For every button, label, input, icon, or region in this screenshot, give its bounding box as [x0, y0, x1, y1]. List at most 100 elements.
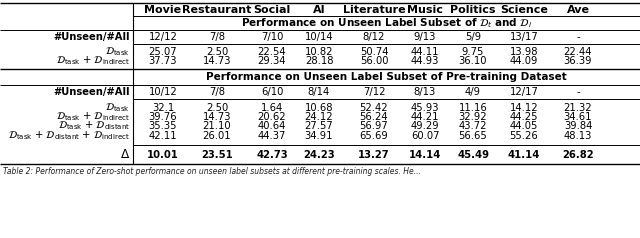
- Text: 10/12: 10/12: [148, 87, 177, 97]
- Text: 28.18: 28.18: [305, 56, 333, 66]
- Text: Performance on Unseen Label Subset of Pre-training Dataset: Performance on Unseen Label Subset of Pr…: [206, 72, 567, 82]
- Text: 26.01: 26.01: [203, 131, 231, 141]
- Text: 23.51: 23.51: [201, 150, 233, 160]
- Text: 14.12: 14.12: [509, 103, 538, 113]
- Text: 6/10: 6/10: [261, 87, 283, 97]
- Text: #Unseen/#All: #Unseen/#All: [54, 32, 130, 42]
- Text: 8/14: 8/14: [308, 87, 330, 97]
- Text: 44.25: 44.25: [509, 112, 538, 122]
- Text: 32.1: 32.1: [152, 103, 174, 113]
- Text: 35.35: 35.35: [148, 121, 177, 131]
- Text: Restaurant: Restaurant: [182, 5, 252, 15]
- Text: 14.14: 14.14: [409, 150, 441, 160]
- Text: 44.21: 44.21: [411, 112, 439, 122]
- Text: 44.37: 44.37: [258, 131, 286, 141]
- Text: 10.68: 10.68: [305, 103, 333, 113]
- Text: 7/12: 7/12: [363, 87, 385, 97]
- Text: 21.10: 21.10: [203, 121, 231, 131]
- Text: Movie: Movie: [145, 5, 182, 15]
- Text: Literature: Literature: [342, 5, 405, 15]
- Text: Social: Social: [253, 5, 291, 15]
- Text: $\mathcal{D}_{\mathrm{task}}$: $\mathcal{D}_{\mathrm{task}}$: [105, 102, 130, 114]
- Text: 20.62: 20.62: [258, 112, 286, 122]
- Text: 2.50: 2.50: [206, 47, 228, 57]
- Text: 13/17: 13/17: [509, 32, 538, 42]
- Text: 44.05: 44.05: [510, 121, 538, 131]
- Text: 41.14: 41.14: [508, 150, 540, 160]
- Text: Music: Music: [407, 5, 443, 15]
- Text: 12/12: 12/12: [148, 32, 177, 42]
- Text: 14.73: 14.73: [203, 56, 231, 66]
- Text: $\Delta$: $\Delta$: [120, 149, 130, 162]
- Text: 12/17: 12/17: [509, 87, 538, 97]
- Text: #Unseen/#All: #Unseen/#All: [54, 87, 130, 97]
- Text: 60.07: 60.07: [411, 131, 439, 141]
- Text: 65.69: 65.69: [360, 131, 388, 141]
- Text: 34.61: 34.61: [564, 112, 592, 122]
- Text: 44.09: 44.09: [510, 56, 538, 66]
- Text: 7/8: 7/8: [209, 87, 225, 97]
- Text: -: -: [576, 87, 580, 97]
- Text: 56.24: 56.24: [360, 112, 388, 122]
- Text: 29.34: 29.34: [258, 56, 286, 66]
- Text: $\mathcal{D}_{\mathrm{task}}$ + $\mathcal{D}_{\mathrm{distant}}$: $\mathcal{D}_{\mathrm{task}}$ + $\mathca…: [58, 120, 130, 132]
- Text: 52.42: 52.42: [360, 103, 388, 113]
- Text: $\mathcal{D}_{\mathrm{task}}$ + $\mathcal{D}_{\mathrm{distant}}$ + $\mathcal{D}_: $\mathcal{D}_{\mathrm{task}}$ + $\mathca…: [8, 130, 130, 142]
- Text: 42.73: 42.73: [256, 150, 288, 160]
- Text: 36.10: 36.10: [459, 56, 487, 66]
- Text: $\mathcal{D}_{\mathrm{task}}$: $\mathcal{D}_{\mathrm{task}}$: [105, 46, 130, 58]
- Text: AI: AI: [313, 5, 325, 15]
- Text: 44.11: 44.11: [411, 47, 439, 57]
- Text: Politics: Politics: [451, 5, 496, 15]
- Text: 10/14: 10/14: [305, 32, 333, 42]
- Text: 55.26: 55.26: [509, 131, 538, 141]
- Text: 7/10: 7/10: [261, 32, 283, 42]
- Text: 8/13: 8/13: [414, 87, 436, 97]
- Text: 39.84: 39.84: [564, 121, 592, 131]
- Text: 10.82: 10.82: [305, 47, 333, 57]
- Text: 26.82: 26.82: [562, 150, 594, 160]
- Text: 56.65: 56.65: [459, 131, 488, 141]
- Text: 49.29: 49.29: [411, 121, 439, 131]
- Text: 44.93: 44.93: [411, 56, 439, 66]
- Text: 8/12: 8/12: [363, 32, 385, 42]
- Text: Science: Science: [500, 5, 548, 15]
- Text: 7/8: 7/8: [209, 32, 225, 42]
- Text: 13.98: 13.98: [509, 47, 538, 57]
- Text: 9/13: 9/13: [414, 32, 436, 42]
- Text: 43.72: 43.72: [459, 121, 487, 131]
- Text: 13.27: 13.27: [358, 150, 390, 160]
- Text: Ave: Ave: [566, 5, 589, 15]
- Text: 56.97: 56.97: [360, 121, 388, 131]
- Text: Performance on Unseen Label Subset of $\mathcal{D}_t$ and $\mathcal{D}_i$: Performance on Unseen Label Subset of $\…: [241, 16, 532, 30]
- Text: 10.01: 10.01: [147, 150, 179, 160]
- Text: 45.93: 45.93: [411, 103, 439, 113]
- Text: 39.76: 39.76: [148, 112, 177, 122]
- Text: 32.92: 32.92: [459, 112, 487, 122]
- Text: 25.07: 25.07: [148, 47, 177, 57]
- Text: 5/9: 5/9: [465, 32, 481, 42]
- Text: 27.57: 27.57: [305, 121, 333, 131]
- Text: 48.13: 48.13: [564, 131, 592, 141]
- Text: 24.23: 24.23: [303, 150, 335, 160]
- Text: 42.11: 42.11: [148, 131, 177, 141]
- Text: 22.54: 22.54: [258, 47, 286, 57]
- Text: $\mathcal{D}_{\mathrm{task}}$ + $\mathcal{D}_{\mathrm{indirect}}$: $\mathcal{D}_{\mathrm{task}}$ + $\mathca…: [56, 111, 130, 123]
- Text: 1.64: 1.64: [261, 103, 283, 113]
- Text: 4/9: 4/9: [465, 87, 481, 97]
- Text: 40.64: 40.64: [258, 121, 286, 131]
- Text: 2.50: 2.50: [206, 103, 228, 113]
- Text: 37.73: 37.73: [148, 56, 177, 66]
- Text: 56.00: 56.00: [360, 56, 388, 66]
- Text: Table 2: Performance of Zero-shot performance on unseen label subsets at differe: Table 2: Performance of Zero-shot perfor…: [3, 168, 421, 177]
- Text: -: -: [576, 32, 580, 42]
- Text: 11.16: 11.16: [459, 103, 488, 113]
- Text: 36.39: 36.39: [564, 56, 592, 66]
- Text: 9.75: 9.75: [462, 47, 484, 57]
- Text: 21.32: 21.32: [564, 103, 592, 113]
- Text: $\mathcal{D}_{\mathrm{task}}$ + $\mathcal{D}_{\mathrm{indirect}}$: $\mathcal{D}_{\mathrm{task}}$ + $\mathca…: [56, 55, 130, 67]
- Text: 14.73: 14.73: [203, 112, 231, 122]
- Text: 34.91: 34.91: [305, 131, 333, 141]
- Text: 24.12: 24.12: [305, 112, 333, 122]
- Text: 45.49: 45.49: [457, 150, 489, 160]
